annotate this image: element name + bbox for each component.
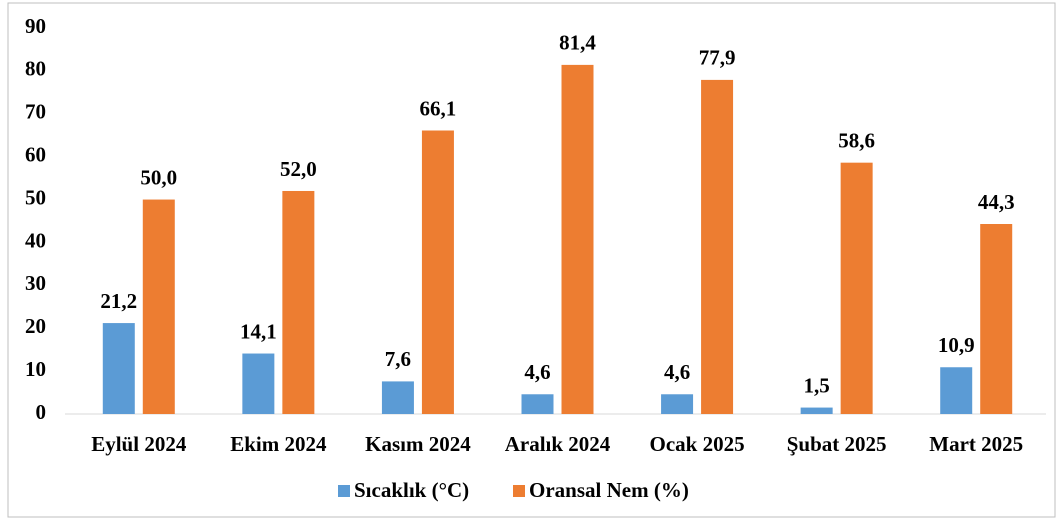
bar	[661, 394, 694, 414]
y-tick-label: 40	[25, 228, 46, 252]
data-label: 81,4	[559, 31, 596, 55]
y-tick-label: 30	[25, 271, 46, 295]
x-tick-label: Mart 2025	[929, 432, 1023, 456]
bar	[980, 224, 1013, 414]
data-label: 21,2	[100, 289, 137, 313]
bar	[521, 394, 554, 414]
data-label: 44,3	[978, 190, 1015, 214]
data-label: 4,6	[524, 360, 550, 384]
data-label: 10,9	[938, 333, 975, 357]
legend-label: Oransal Nem (%)	[529, 478, 689, 502]
x-tick-label: Ocak 2025	[650, 432, 745, 456]
bar	[421, 130, 454, 414]
data-label: 14,1	[240, 319, 277, 343]
data-label: 1,5	[804, 373, 830, 397]
legend-swatch	[338, 485, 350, 497]
bar	[102, 323, 135, 414]
bar	[142, 199, 175, 414]
bar	[242, 353, 275, 414]
bar	[701, 79, 734, 414]
y-tick-label: 70	[25, 100, 46, 124]
y-tick-label: 50	[25, 185, 46, 209]
data-label: 7,6	[385, 347, 411, 371]
data-label: 77,9	[699, 46, 736, 70]
bar	[840, 162, 873, 414]
bar	[800, 407, 833, 414]
y-tick-label: 0	[36, 400, 47, 424]
data-label: 52,0	[280, 157, 317, 181]
data-label: 66,1	[420, 96, 457, 120]
x-tick-label: Ekim 2024	[230, 432, 327, 456]
y-tick-label: 90	[25, 14, 46, 38]
x-tick-label: Şubat 2025	[787, 432, 887, 456]
y-tick-label: 80	[25, 57, 46, 81]
bar	[282, 190, 315, 414]
y-tick-label: 60	[25, 142, 46, 166]
y-tick-label: 20	[25, 314, 46, 338]
y-tick-label: 10	[25, 357, 46, 381]
x-tick-label: Eylül 2024	[91, 432, 187, 456]
bar	[561, 64, 594, 414]
data-label: 50,0	[140, 165, 177, 189]
legend-label: Sıcaklık (°C)	[354, 478, 469, 502]
bar	[940, 367, 973, 414]
x-tick-label: Aralık 2024	[505, 432, 611, 456]
bar	[381, 381, 414, 414]
x-tick-label: Kasım 2024	[365, 432, 471, 456]
legend-swatch	[513, 485, 525, 497]
chart-border	[7, 2, 1056, 518]
data-label: 58,6	[838, 128, 875, 152]
data-label: 4,6	[664, 360, 690, 384]
